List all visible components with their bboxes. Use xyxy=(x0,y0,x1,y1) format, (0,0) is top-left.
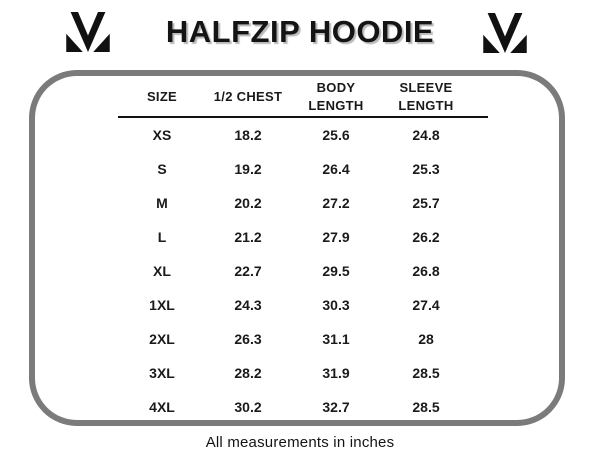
table-row: M 20.2 27.2 25.7 xyxy=(118,186,488,220)
cell-body-length: 31.1 xyxy=(322,331,350,347)
cell-half-chest: 19.2 xyxy=(234,161,262,177)
cell-size: M xyxy=(156,195,168,211)
cell-body-length: 32.7 xyxy=(322,399,350,415)
cell-size: 2XL xyxy=(149,331,175,347)
cell-body-length: 26.4 xyxy=(322,161,350,177)
table-row: 3XL 28.2 31.9 28.5 xyxy=(118,356,488,390)
cell-sleeve-length: 25.3 xyxy=(412,161,440,177)
cell-half-chest: 20.2 xyxy=(234,195,262,211)
brand-m-logo-icon xyxy=(66,12,110,52)
table-header-row: SIZE 1/2 CHEST BODY LENGTH SLEEVE LENGTH xyxy=(118,76,488,115)
column-header-label: LENGTH xyxy=(308,97,364,113)
header-underline xyxy=(118,116,488,118)
column-header-label: LENGTH xyxy=(398,97,454,113)
size-table: SIZE 1/2 CHEST BODY LENGTH SLEEVE LENGTH… xyxy=(118,76,488,424)
table-row: 4XL 30.2 32.7 28.5 xyxy=(118,390,488,424)
cell-size: 4XL xyxy=(149,399,175,415)
column-header-body-length: BODY LENGTH xyxy=(308,79,363,114)
table-row: XS 18.2 25.6 24.8 xyxy=(118,118,488,152)
table-row: 2XL 26.3 31.1 28 xyxy=(118,322,488,356)
cell-sleeve-length: 28.5 xyxy=(412,365,440,381)
cell-half-chest: 22.7 xyxy=(234,263,262,279)
cell-size: S xyxy=(157,161,167,177)
cell-size: 1XL xyxy=(149,297,175,313)
column-header-label: 1/2 CHEST xyxy=(213,88,283,104)
table-row: L 21.2 27.9 26.2 xyxy=(118,220,488,254)
cell-half-chest: 26.3 xyxy=(234,331,262,347)
page-title: HALFZIP HOODIE xyxy=(165,14,435,49)
size-chart-box: SIZE 1/2 CHEST BODY LENGTH SLEEVE LENGTH… xyxy=(29,70,565,426)
cell-body-length: 29.5 xyxy=(322,263,350,279)
header: HALFZIP HOODIE xyxy=(0,0,600,66)
cell-sleeve-length: 28 xyxy=(418,331,434,347)
column-header-label: SLEEVE xyxy=(399,79,453,95)
cell-size: 3XL xyxy=(149,365,175,381)
cell-half-chest: 21.2 xyxy=(234,229,262,245)
cell-body-length: 27.2 xyxy=(322,195,350,211)
cell-sleeve-length: 26.8 xyxy=(412,263,440,279)
column-header-size: SIZE xyxy=(147,88,177,106)
cell-size: L xyxy=(157,229,167,245)
cell-body-length: 27.9 xyxy=(322,229,350,245)
cell-half-chest: 24.3 xyxy=(234,297,262,313)
cell-sleeve-length: 27.4 xyxy=(412,297,440,313)
cell-sleeve-length: 28.5 xyxy=(412,399,440,415)
cell-half-chest: 30.2 xyxy=(234,399,262,415)
cell-body-length: 30.3 xyxy=(322,297,350,313)
cell-sleeve-length: 25.7 xyxy=(412,195,440,211)
cell-sleeve-length: 26.2 xyxy=(412,229,440,245)
table-row: XL 22.7 29.5 26.8 xyxy=(118,254,488,288)
column-header-half-chest: 1/2 CHEST xyxy=(214,88,282,106)
brand-m-logo-icon xyxy=(483,13,527,53)
table-row: S 19.2 26.4 25.3 xyxy=(118,152,488,186)
table-row: 1XL 24.3 30.3 27.4 xyxy=(118,288,488,322)
cell-half-chest: 18.2 xyxy=(234,127,262,143)
cell-body-length: 31.9 xyxy=(322,365,350,381)
cell-sleeve-length: 24.8 xyxy=(412,127,440,143)
cell-half-chest: 28.2 xyxy=(234,365,262,381)
cell-size: XL xyxy=(153,263,171,279)
column-header-label: BODY xyxy=(316,79,356,95)
cell-body-length: 25.6 xyxy=(322,127,350,143)
footer-note: All measurements in inches xyxy=(205,434,395,451)
column-header-label: SIZE xyxy=(146,88,178,104)
column-header-sleeve-length: SLEEVE LENGTH xyxy=(398,79,453,114)
cell-size: XS xyxy=(152,127,172,143)
